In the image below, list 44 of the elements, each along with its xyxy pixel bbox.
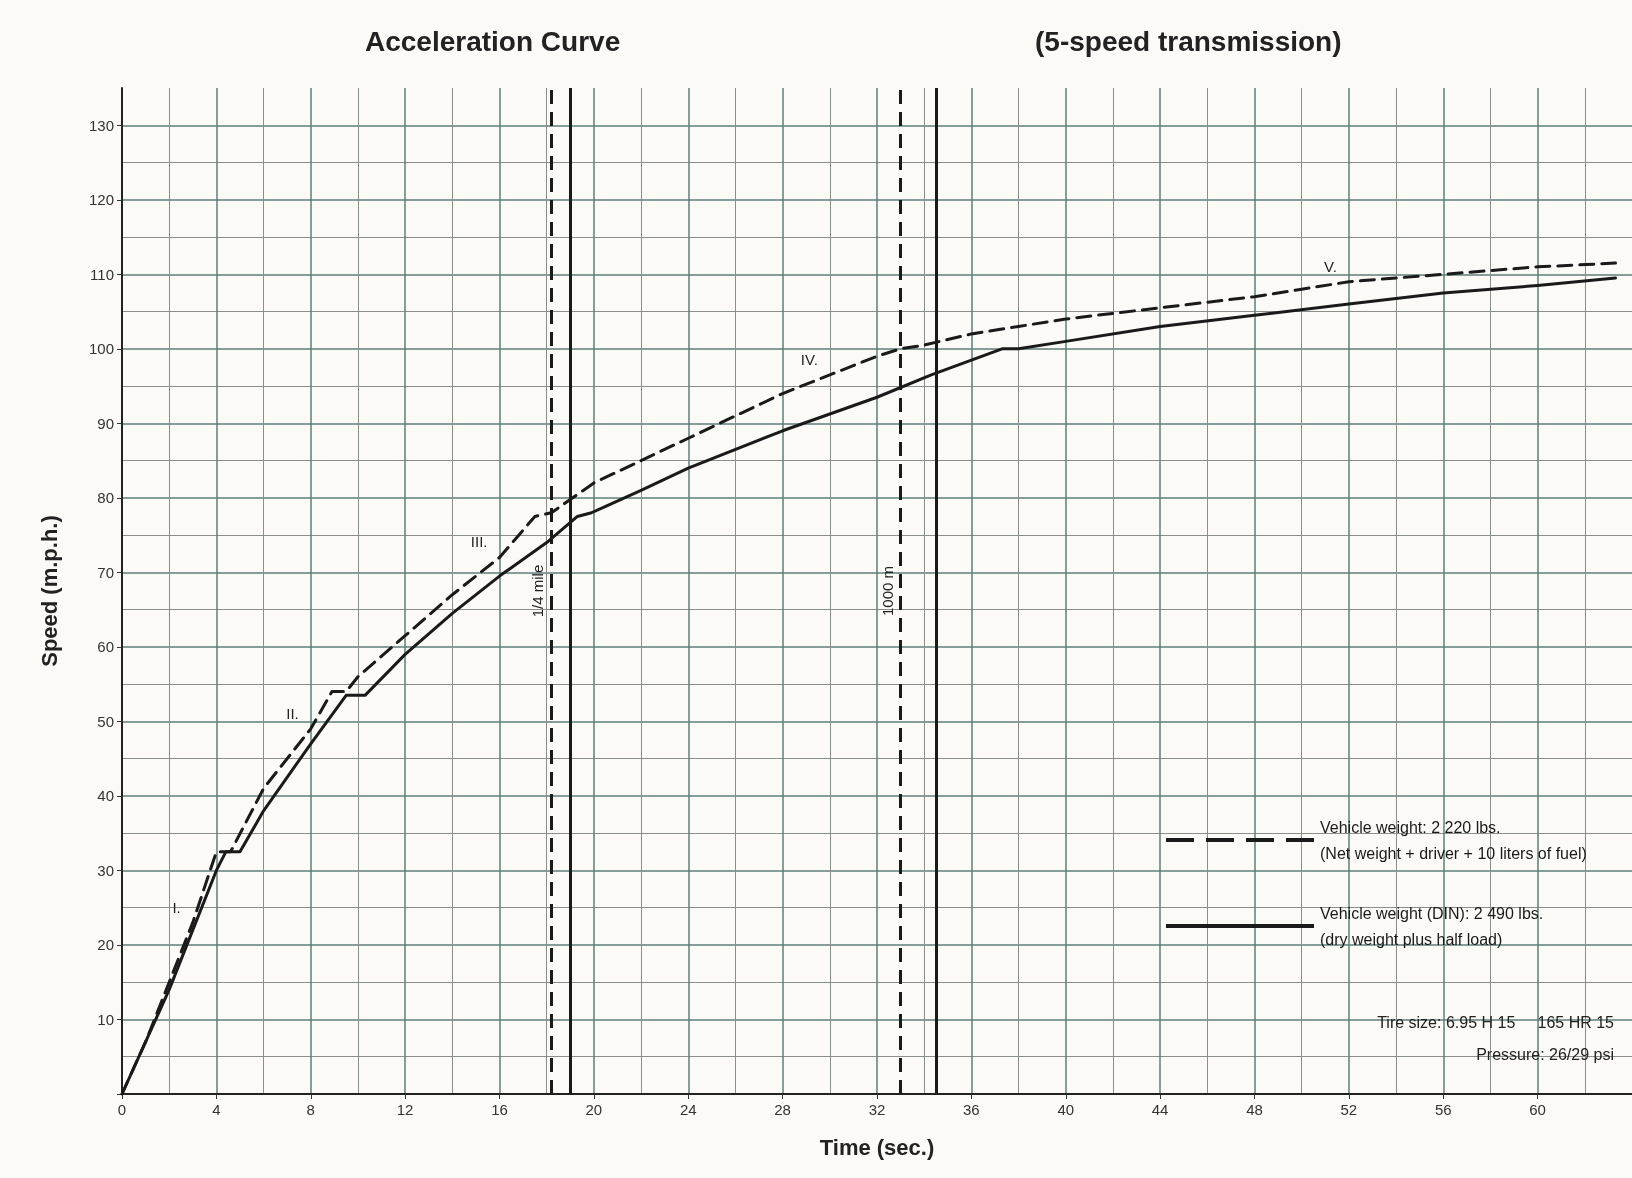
x-tick-label: 44 bbox=[1151, 1101, 1169, 1118]
annotation: IV. bbox=[800, 350, 818, 368]
x-tick-label: 36 bbox=[963, 1101, 980, 1118]
y-tick-label: 100 bbox=[88, 340, 114, 358]
x-axis-title: Time (sec.) bbox=[819, 1134, 935, 1160]
legend-label: Vehicle weight: 2 220 lbs. (Net weight + driver + 10 liters of fuel) bbox=[1320, 818, 1587, 862]
x-tick-label: 60 bbox=[1529, 1101, 1546, 1118]
y-tick-label: 120 bbox=[88, 191, 114, 209]
y-tick-label: 30 bbox=[97, 861, 114, 879]
annotation: I. bbox=[172, 898, 181, 916]
y-tick-label: 130 bbox=[88, 116, 114, 134]
y-tick-label: 90 bbox=[97, 414, 114, 432]
y-tick-label: 50 bbox=[97, 712, 114, 730]
x-tick-label: 32 bbox=[868, 1101, 886, 1118]
ref-line-label: 1000 m bbox=[878, 565, 896, 617]
x-tick-label: 28 bbox=[774, 1101, 791, 1118]
x-tick-label: 0 bbox=[117, 1101, 127, 1118]
y-tick-label: 40 bbox=[97, 787, 114, 805]
legend-label: Vehicle weight (DIN): 2 490 lbs. (dry weight plus half load) bbox=[1320, 904, 1544, 948]
annotation: Pressure: 26/29 psi bbox=[1476, 1045, 1615, 1063]
x-tick-label: 16 bbox=[491, 1101, 508, 1118]
x-tick-label: 12 bbox=[396, 1101, 414, 1118]
x-tick-label: 52 bbox=[1340, 1101, 1358, 1118]
x-tick-label: 40 bbox=[1057, 1101, 1075, 1118]
chart-subtitle: (5-speed transmission) bbox=[1035, 25, 1342, 57]
x-tick-label: 56 bbox=[1434, 1101, 1452, 1118]
annotation: III. bbox=[470, 533, 488, 551]
y-axis-title: Speed (m.p.h.) bbox=[36, 515, 62, 667]
annotation: V. bbox=[1324, 257, 1337, 275]
x-tick-label: 4 bbox=[212, 1101, 221, 1118]
y-tick-label: 60 bbox=[97, 638, 114, 656]
y-tick-label: 80 bbox=[97, 489, 114, 507]
x-tick-label: 20 bbox=[585, 1101, 603, 1118]
chart-title: Acceleration Curve bbox=[365, 25, 621, 57]
x-tick-label: 48 bbox=[1246, 1101, 1263, 1118]
annotation: Tire size: 6.95 H 15 165 HR 15 bbox=[1377, 1013, 1615, 1031]
annotation: II. bbox=[286, 704, 299, 722]
y-tick-label: 10 bbox=[97, 1010, 114, 1028]
ref-line-label: 1/4 mile bbox=[529, 564, 547, 618]
y-tick-label: 110 bbox=[90, 265, 114, 283]
x-tick-label: 24 bbox=[679, 1101, 697, 1118]
y-tick-label: 20 bbox=[97, 936, 114, 954]
y-tick-label: 70 bbox=[97, 563, 114, 581]
x-tick-label: 8 bbox=[306, 1101, 315, 1118]
